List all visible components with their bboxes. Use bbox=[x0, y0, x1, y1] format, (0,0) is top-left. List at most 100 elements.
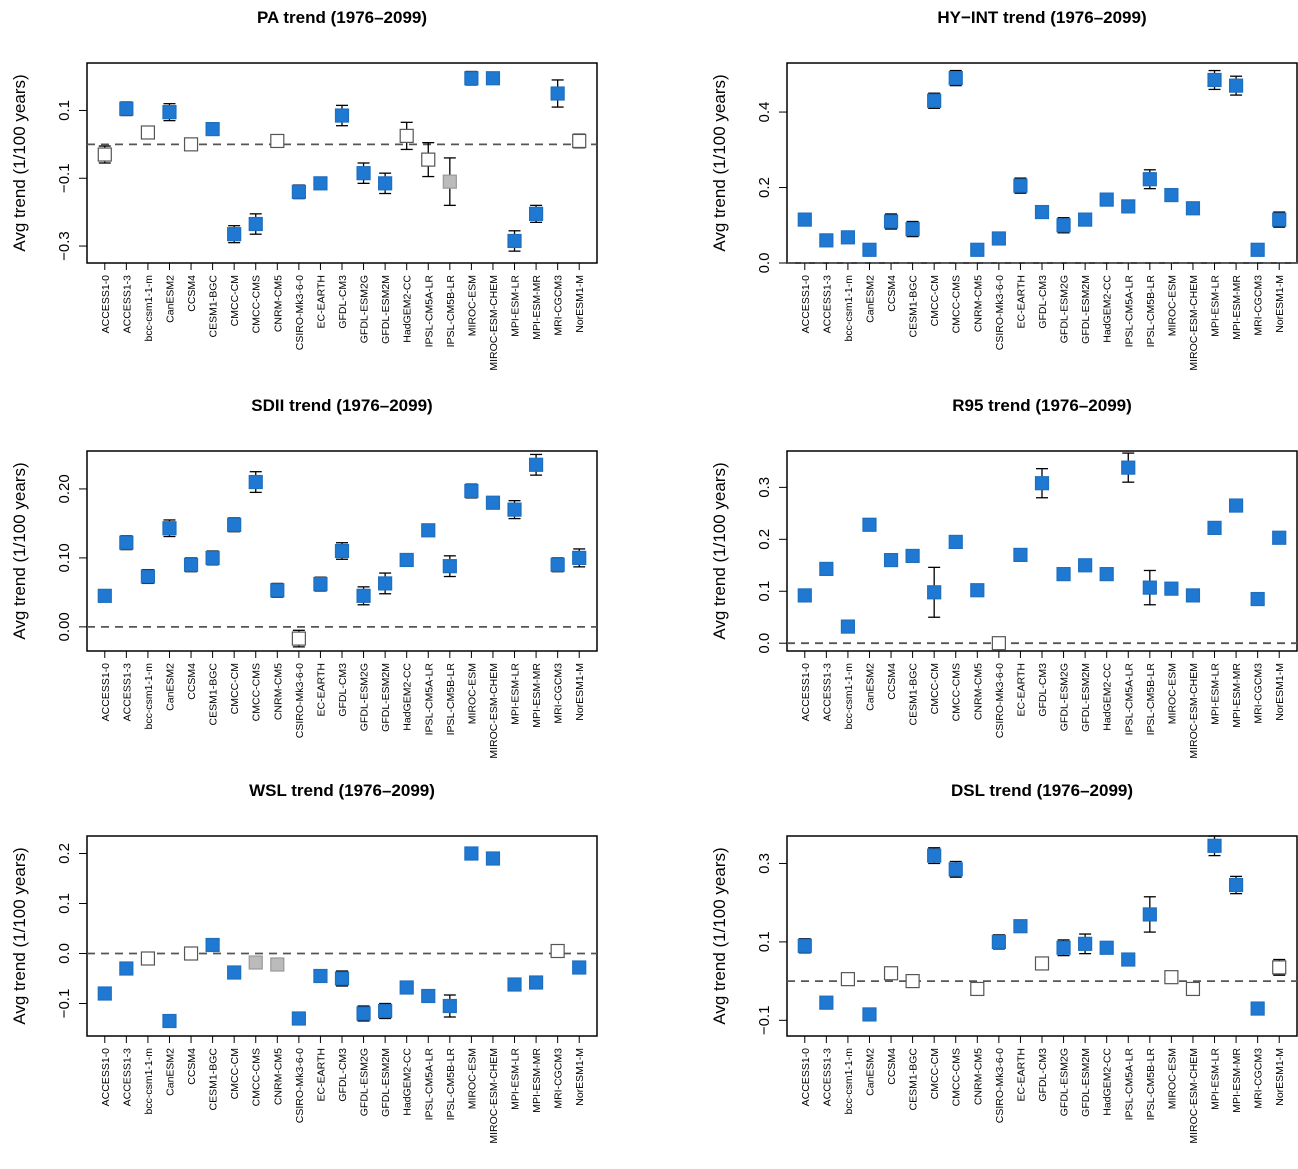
data-point bbox=[507, 502, 522, 517]
data-point bbox=[1228, 498, 1244, 513]
data-point bbox=[378, 176, 393, 191]
y-axis-label: Avg trend (1/100 years) bbox=[10, 462, 29, 639]
x-tick-label: ACCESS1-0 bbox=[100, 275, 112, 334]
x-tick-label: MPI-ESM-MR bbox=[531, 1048, 543, 1113]
x-tick-label: GFDL-ESM2G bbox=[359, 275, 371, 343]
x-tick-label: MIROC-ESM-CHEM bbox=[488, 275, 500, 371]
data-point bbox=[507, 233, 522, 249]
data-point bbox=[1164, 970, 1179, 985]
y-axis-label: Avg trend (1/100 years) bbox=[710, 74, 729, 251]
data-point bbox=[227, 965, 242, 980]
y-tick-label: 0.10 bbox=[56, 543, 73, 572]
x-tick-label: CESM1-BGC bbox=[208, 663, 220, 726]
data-point bbox=[1034, 476, 1050, 491]
x-tick-label: GFDL-ESM2G bbox=[1059, 275, 1071, 343]
data-point bbox=[183, 137, 199, 152]
x-tick-label: MPI-ESM-LR bbox=[1210, 1048, 1222, 1110]
data-point bbox=[485, 71, 501, 86]
chart-panel: HY−INT trend (1976–2099) Avg trend (1/100… bbox=[710, 8, 1298, 371]
chart-title: PA trend (1976–2099) bbox=[257, 8, 427, 27]
x-tick-label: EC-EARTH bbox=[1015, 663, 1027, 716]
chart-title: HY−INT trend (1976–2099) bbox=[937, 8, 1146, 27]
data-point bbox=[313, 577, 328, 592]
x-tick-label: ACCESS1-0 bbox=[800, 275, 812, 334]
x-tick-label: bcc-csm1-1-m bbox=[843, 275, 855, 342]
x-tick-label: CMCC-CMS bbox=[251, 663, 263, 721]
x-tick-label: MPI-ESM-LR bbox=[510, 275, 522, 337]
data-point bbox=[1013, 178, 1028, 193]
x-tick-label: ACCESS1-3 bbox=[121, 1048, 133, 1107]
data-point bbox=[572, 133, 587, 149]
data-point bbox=[528, 206, 544, 221]
data-point bbox=[1078, 558, 1093, 573]
x-tick-label: CanESM2 bbox=[864, 275, 876, 323]
x-tick-label: CMCC-CM bbox=[929, 1048, 941, 1099]
data-point bbox=[421, 152, 436, 167]
data-point bbox=[970, 242, 985, 257]
x-tick-label: IPSL-CM5B-LR bbox=[1145, 275, 1157, 348]
y-tick-label: 0.0 bbox=[756, 253, 773, 274]
x-tick-label: MRI-CGCM3 bbox=[1253, 663, 1265, 724]
y-tick-label: 0.0 bbox=[756, 633, 773, 654]
x-tick-label: CCSM4 bbox=[186, 1048, 198, 1085]
data-point bbox=[442, 174, 457, 189]
x-tick-label: GFDL-CM3 bbox=[337, 275, 349, 329]
data-point bbox=[819, 995, 834, 1010]
data-point bbox=[550, 557, 565, 572]
y-tick-label: 0.1 bbox=[56, 100, 73, 121]
data-point bbox=[119, 961, 134, 976]
y-tick-label: −0.3 bbox=[56, 231, 73, 261]
data-point bbox=[334, 543, 350, 559]
data-point bbox=[883, 966, 899, 981]
data-point bbox=[248, 216, 263, 232]
data-point bbox=[378, 1003, 393, 1019]
x-tick-label: CanESM2 bbox=[164, 1048, 176, 1096]
x-tick-label: MIROC-ESM-CHEM bbox=[1188, 275, 1200, 371]
x-tick-label: CESM1-BGC bbox=[908, 1048, 920, 1111]
data-point bbox=[862, 1007, 877, 1022]
x-tick-label: IPSL-CM5A-LR bbox=[423, 663, 435, 736]
x-tick-label: CanESM2 bbox=[164, 275, 176, 323]
x-tick-label: GFDL-ESM2M bbox=[1080, 663, 1092, 732]
x-tick-label: MPI-ESM-LR bbox=[1210, 663, 1222, 725]
data-point bbox=[797, 212, 812, 227]
data-point bbox=[227, 517, 242, 532]
chart-panel: SDII trend (1976–2099) Avg trend (1/100 y… bbox=[10, 396, 598, 759]
data-point bbox=[421, 523, 436, 538]
data-point bbox=[1056, 567, 1071, 582]
x-tick-label: CCSM4 bbox=[886, 663, 898, 700]
data-point bbox=[905, 973, 920, 989]
x-tick-label: HadGEM2-CC bbox=[402, 275, 414, 343]
data-point bbox=[1121, 952, 1136, 967]
data-point bbox=[334, 108, 350, 123]
data-point bbox=[1185, 201, 1201, 216]
x-tick-label: CESM1-BGC bbox=[908, 663, 920, 726]
chart-panel: R95 trend (1976–2099) Avg trend (1/100 ye… bbox=[710, 396, 1298, 759]
data-point bbox=[119, 535, 134, 550]
x-tick-label: CanESM2 bbox=[864, 663, 876, 711]
x-tick-label: CSIRO-Mk3-6-0 bbox=[294, 663, 306, 738]
y-tick-label: 0.0 bbox=[56, 943, 73, 964]
x-tick-label: CNRM-CM5 bbox=[972, 1048, 984, 1105]
chart-panel: PA trend (1976–2099) Avg trend (1/100 yea… bbox=[10, 8, 598, 371]
x-tick-label: CMCC-CMS bbox=[951, 275, 963, 333]
data-point bbox=[948, 534, 963, 550]
y-tick-label: 0.3 bbox=[756, 853, 773, 874]
data-point bbox=[1099, 567, 1114, 582]
data-point bbox=[464, 846, 479, 861]
y-tick-label: 0.20 bbox=[56, 474, 73, 503]
data-point bbox=[1099, 192, 1114, 207]
data-point bbox=[1034, 204, 1050, 220]
data-point bbox=[1078, 212, 1093, 227]
data-point bbox=[183, 557, 199, 572]
y-axis-label: Avg trend (1/100 years) bbox=[710, 462, 729, 639]
data-point bbox=[291, 1011, 306, 1026]
x-tick-label: MPI-ESM-LR bbox=[510, 663, 522, 725]
data-point bbox=[1056, 940, 1071, 955]
x-tick-label: MRI-CGCM3 bbox=[553, 275, 565, 336]
y-tick-label: 0.00 bbox=[56, 612, 73, 641]
chart-title: SDII trend (1976–2099) bbox=[251, 396, 432, 415]
plot-frame bbox=[786, 835, 1298, 1037]
x-tick-label: ACCESS1-0 bbox=[800, 663, 812, 722]
y-tick-label: 0.1 bbox=[756, 931, 773, 952]
